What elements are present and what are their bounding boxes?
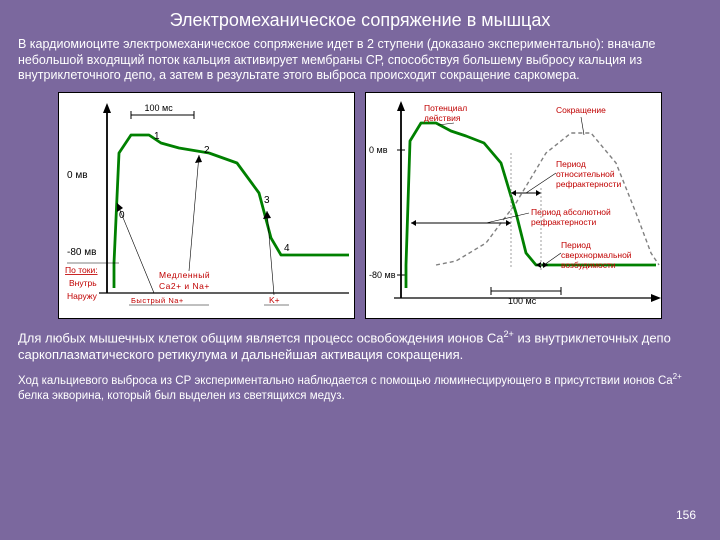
svg-text:Ca2+ и Na+: Ca2+ и Na+ xyxy=(159,281,210,291)
svg-text:-80 мв: -80 мв xyxy=(369,270,396,280)
svg-text:0 мв: 0 мв xyxy=(67,170,88,181)
left-action-potential-chart: 0 мв-80 мв100 мс12034По токи:ВнутрьНаруж… xyxy=(58,92,355,319)
svg-text:100 мс: 100 мс xyxy=(508,296,537,306)
svg-text:2: 2 xyxy=(204,145,210,156)
svg-text:1: 1 xyxy=(154,131,160,142)
svg-text:Быстрый Na+: Быстрый Na+ xyxy=(131,296,184,305)
superscript-2plus-1: 2+ xyxy=(504,329,514,339)
page-title: Электромеханическое сопряжение в мышцах xyxy=(18,10,702,31)
figure-row: 0 мв-80 мв100 мс12034По токи:ВнутрьНаруж… xyxy=(18,92,702,319)
svg-text:4: 4 xyxy=(284,243,290,254)
intro-text: В кардиомиоците электромеханическое сопр… xyxy=(18,37,702,84)
right-refractory-chart: 0 мв -80 мв 100 мс Потенциалдействия Сокраще… xyxy=(365,92,662,319)
svg-text:0 мв: 0 мв xyxy=(369,145,388,155)
paragraph-2: Ход кальциевого выброса из СР эксперимен… xyxy=(18,372,702,404)
para2-post: белка экворина, который был выделен из с… xyxy=(18,390,345,402)
svg-text:Период абсолютнойрефрактерност: Период абсолютнойрефрактерности xyxy=(531,207,611,227)
svg-text:Потенциалдействия: Потенциалдействия xyxy=(424,103,467,123)
superscript-2plus-2: 2+ xyxy=(673,372,682,381)
svg-text:Наружу: Наружу xyxy=(67,291,98,301)
svg-text:3: 3 xyxy=(264,195,270,206)
svg-text:Медленный: Медленный xyxy=(159,270,210,280)
para2-pre: Ход кальциевого выброса из СР эксперимен… xyxy=(18,375,673,387)
para1-pre: Для любых мышечных клеток общим является… xyxy=(18,330,504,345)
svg-text:Сокращение: Сокращение xyxy=(556,105,606,115)
svg-text:Внутрь: Внутрь xyxy=(69,278,97,288)
page-number: 156 xyxy=(676,508,696,522)
paragraph-1: Для любых мышечных клеток общим является… xyxy=(18,329,702,364)
svg-text:100 мс: 100 мс xyxy=(145,103,174,113)
svg-text:K+: K+ xyxy=(269,295,280,305)
svg-text:-80 мв: -80 мв xyxy=(67,247,96,258)
svg-text:По токи:: По токи: xyxy=(65,265,98,275)
svg-text:Периодотносительнойрефрактерно: Периодотносительнойрефрактерности xyxy=(556,159,622,189)
